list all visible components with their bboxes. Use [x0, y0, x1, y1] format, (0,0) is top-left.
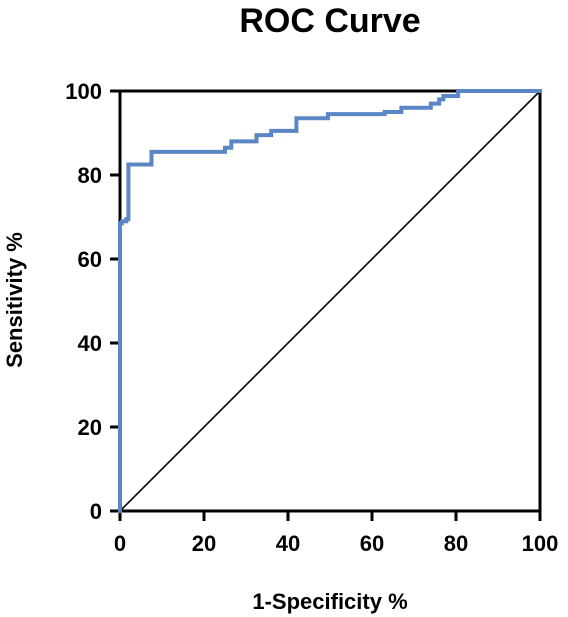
y-tick-label: 60	[78, 247, 102, 272]
x-axis-label: 1-Specificity %	[252, 589, 407, 614]
y-axis-ticks: 0 20 40 60 80 100	[65, 79, 120, 524]
y-axis-label: Sensitivity %	[2, 232, 27, 368]
x-axis-ticks: 0 20 40 60 80 100	[114, 511, 558, 556]
x-tick-label: 60	[360, 531, 384, 556]
y-tick-label: 40	[78, 331, 102, 356]
reference-diagonal-line	[119, 90, 541, 512]
y-tick-label: 20	[78, 415, 102, 440]
x-tick-label: 40	[276, 531, 300, 556]
x-tick-label: 100	[522, 531, 559, 556]
chart-title: ROC Curve	[239, 2, 420, 40]
series-layer	[118, 89, 542, 513]
roc-curve-line	[118, 89, 542, 513]
y-tick-label: 0	[90, 499, 102, 524]
x-tick-label: 80	[444, 531, 468, 556]
x-tick-label: 0	[114, 531, 126, 556]
y-tick-label: 100	[65, 79, 102, 104]
y-tick-label: 80	[78, 163, 102, 188]
x-tick-label: 20	[192, 531, 216, 556]
